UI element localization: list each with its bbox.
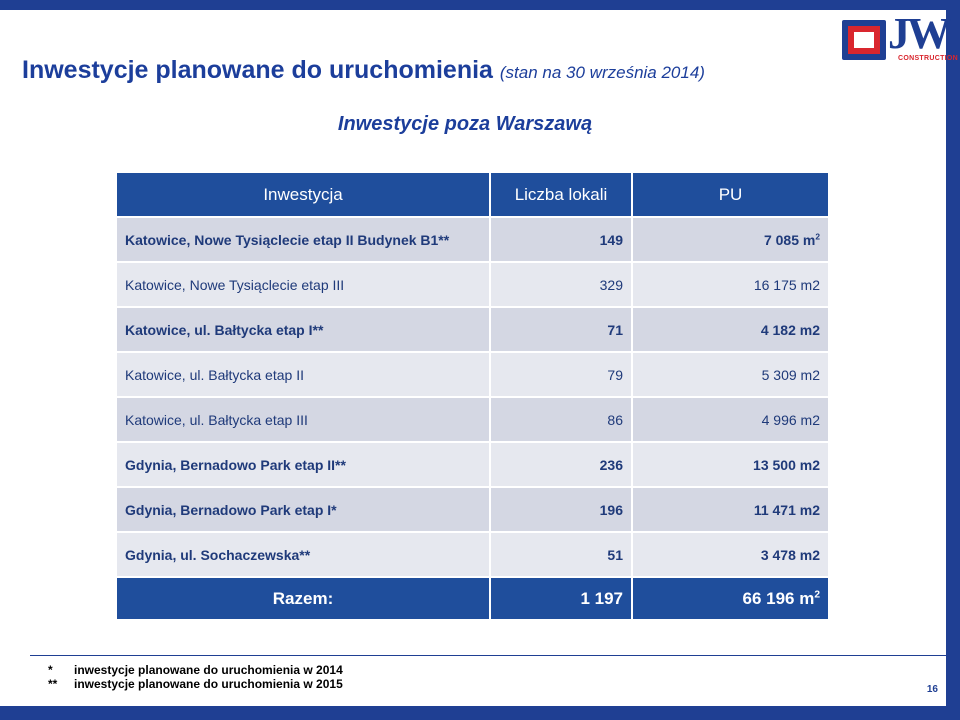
footnote-mark: ** bbox=[48, 677, 58, 691]
cell-units: 51 bbox=[491, 533, 633, 576]
slide-frame-bottom bbox=[0, 706, 960, 720]
jw-construction-logo: JW CONSTRUCTION bbox=[842, 10, 958, 64]
table-header-row: Inwestycja Liczba lokali PU bbox=[117, 173, 828, 216]
notes-divider bbox=[30, 655, 950, 656]
table-row: Katowice, ul. Bałtycka etap II 79 5 309 m2 bbox=[117, 353, 828, 396]
cell-units: 71 bbox=[491, 308, 633, 351]
cell-pu-value: 3 478 m2 bbox=[760, 546, 820, 563]
cell-investment: Gdynia, Bernadowo Park etap II** bbox=[117, 443, 491, 486]
cell-units: 86 bbox=[491, 398, 633, 441]
cell-pu-value: 13 500 m2 bbox=[753, 456, 820, 473]
cell-units: 329 bbox=[491, 263, 633, 306]
table-row: Katowice, Nowe Tysiąclecie etap II Budyn… bbox=[117, 218, 828, 261]
investments-table: Inwestycja Liczba lokali PU Katowice, No… bbox=[117, 171, 828, 621]
cell-units: 196 bbox=[491, 488, 633, 531]
cell-investment: Katowice, Nowe Tysiąclecie etap III bbox=[117, 263, 491, 306]
slide-frame-right bbox=[946, 0, 960, 720]
logo-letters: JW bbox=[888, 9, 951, 58]
cell-pu: 13 500 m2 bbox=[633, 443, 828, 486]
page-title-main: Inwestycje planowane do uruchomienia bbox=[22, 56, 493, 84]
cell-pu: 3 478 m2 bbox=[633, 533, 828, 576]
cell-pu-value: 7 085 m bbox=[763, 231, 816, 248]
cell-pu-value: 4 182 m2 bbox=[760, 321, 820, 338]
cell-pu: 16 175 m2 bbox=[633, 263, 828, 306]
cell-pu: 5 309 m2 bbox=[633, 353, 828, 396]
logo-tagline: CONSTRUCTION bbox=[898, 55, 958, 62]
header-pu: PU bbox=[633, 173, 828, 216]
cell-pu-sup: 2 bbox=[815, 230, 820, 241]
cell-units: 236 bbox=[491, 443, 633, 486]
cell-investment: Katowice, ul. Bałtycka etap III bbox=[117, 398, 491, 441]
page-title-date-note: (stan na 30 września 2014) bbox=[499, 63, 705, 82]
table-total-row: Razem: 1 197 66 196 m2 bbox=[117, 578, 828, 619]
footnote-text: inwestycje planowane do uruchomienia w 2… bbox=[74, 663, 343, 677]
table-row: Katowice, ul. Bałtycka etap I** 71 4 182 m… bbox=[117, 308, 828, 351]
cell-investment: Gdynia, ul. Sochaczewska** bbox=[117, 533, 491, 576]
cell-units: 149 bbox=[491, 218, 633, 261]
table-row: Katowice, ul. Bałtycka etap III 86 4 996 m… bbox=[117, 398, 828, 441]
cell-investment: Katowice, ul. Bałtycka etap I** bbox=[117, 308, 491, 351]
cell-pu: 11 471 m2 bbox=[633, 488, 828, 531]
header-units: Liczba lokali bbox=[491, 173, 633, 216]
logo-square-icon bbox=[842, 20, 886, 60]
cell-pu-value: 4 996 m2 bbox=[761, 411, 820, 428]
footnote-text: inwestycje planowane do uruchomienia w 2… bbox=[74, 677, 343, 691]
total-pu: 66 196 m2 bbox=[633, 578, 828, 619]
total-units: 1 197 bbox=[491, 578, 633, 619]
total-pu-value: 66 196 m bbox=[742, 588, 815, 608]
cell-investment: Gdynia, Bernadowo Park etap I* bbox=[117, 488, 491, 531]
footnotes: * inwestycje planowane do uruchomienia w … bbox=[48, 663, 343, 691]
cell-pu-value: 11 471 m2 bbox=[753, 501, 820, 518]
cell-pu: 4 996 m2 bbox=[633, 398, 828, 441]
total-label: Razem: bbox=[117, 578, 491, 619]
cell-pu: 7 085 m2 bbox=[633, 218, 828, 261]
footnote: * inwestycje planowane do uruchomienia w … bbox=[48, 663, 343, 677]
page-title: Inwestycje planowane do uruchomienia (st… bbox=[22, 56, 705, 85]
cell-investment: Katowice, Nowe Tysiąclecie etap II Budyn… bbox=[117, 218, 491, 261]
cell-pu-value: 16 175 m2 bbox=[753, 276, 820, 293]
section-subtitle: Inwestycje poza Warszawą bbox=[337, 113, 593, 135]
page-number: 16 bbox=[926, 684, 938, 695]
slide-frame-top bbox=[0, 0, 960, 10]
table-row: Gdynia, ul. Sochaczewska** 51 3 478 m2 bbox=[117, 533, 828, 576]
table-row: Gdynia, Bernadowo Park etap II** 236 13 50… bbox=[117, 443, 828, 486]
cell-pu-value: 5 309 m2 bbox=[761, 366, 820, 383]
footnote: ** inwestycje planowane do uruchomienia w… bbox=[48, 677, 343, 691]
cell-pu: 4 182 m2 bbox=[633, 308, 828, 351]
header-investment: Inwestycja bbox=[117, 173, 491, 216]
footnote-mark: * bbox=[48, 663, 53, 677]
total-pu-sup: 2 bbox=[814, 588, 820, 600]
cell-investment: Katowice, ul. Bałtycka etap II bbox=[117, 353, 491, 396]
table-row: Katowice, Nowe Tysiąclecie etap III 329 16… bbox=[117, 263, 828, 306]
cell-units: 79 bbox=[491, 353, 633, 396]
table-row: Gdynia, Bernadowo Park etap I* 196 11 471 … bbox=[117, 488, 828, 531]
